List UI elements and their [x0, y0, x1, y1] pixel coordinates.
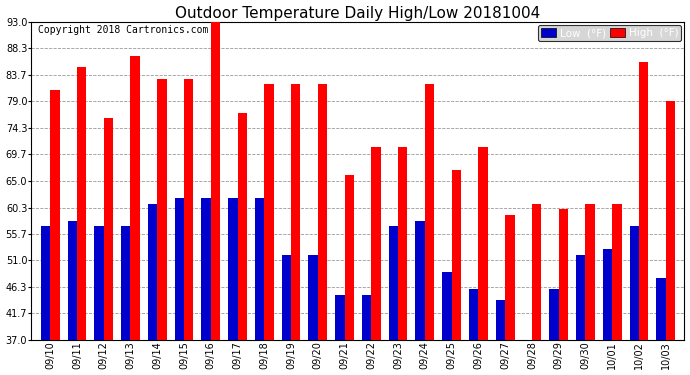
Bar — [335, 295, 344, 340]
Legend: Low  (°F), High  (°F): Low (°F), High (°F) — [538, 25, 681, 41]
Bar — [532, 204, 541, 340]
Bar — [505, 215, 515, 340]
Bar — [291, 84, 300, 340]
Bar — [559, 209, 568, 340]
Bar — [184, 79, 193, 340]
Bar — [656, 278, 666, 340]
Bar — [388, 226, 398, 340]
Bar — [576, 255, 585, 340]
Bar — [264, 84, 274, 340]
Bar — [639, 62, 649, 340]
Bar — [371, 147, 381, 340]
Bar — [442, 272, 452, 340]
Bar — [41, 226, 50, 340]
Bar — [175, 198, 184, 340]
Bar — [629, 226, 639, 340]
Bar — [228, 198, 237, 340]
Bar — [344, 175, 354, 340]
Text: Copyright 2018 Cartronics.com: Copyright 2018 Cartronics.com — [38, 25, 208, 35]
Bar — [130, 56, 140, 340]
Bar — [362, 295, 371, 340]
Bar — [666, 101, 675, 340]
Bar — [585, 204, 595, 340]
Bar — [318, 84, 327, 340]
Bar — [68, 220, 77, 340]
Bar — [478, 147, 488, 340]
Bar — [415, 220, 425, 340]
Bar — [469, 289, 478, 340]
Bar — [612, 204, 622, 340]
Bar — [104, 118, 113, 340]
Bar — [95, 226, 103, 340]
Bar — [50, 90, 59, 340]
Bar — [282, 255, 291, 340]
Bar — [210, 22, 220, 340]
Bar — [77, 67, 86, 340]
Bar — [603, 249, 612, 340]
Bar — [452, 170, 461, 340]
Bar — [255, 198, 264, 340]
Bar — [121, 226, 130, 340]
Bar — [425, 84, 434, 340]
Bar — [496, 300, 505, 340]
Title: Outdoor Temperature Daily High/Low 20181004: Outdoor Temperature Daily High/Low 20181… — [175, 6, 540, 21]
Bar — [201, 198, 210, 340]
Bar — [549, 289, 559, 340]
Bar — [157, 79, 166, 340]
Bar — [148, 204, 157, 340]
Bar — [398, 147, 408, 340]
Bar — [237, 112, 247, 340]
Bar — [308, 255, 318, 340]
